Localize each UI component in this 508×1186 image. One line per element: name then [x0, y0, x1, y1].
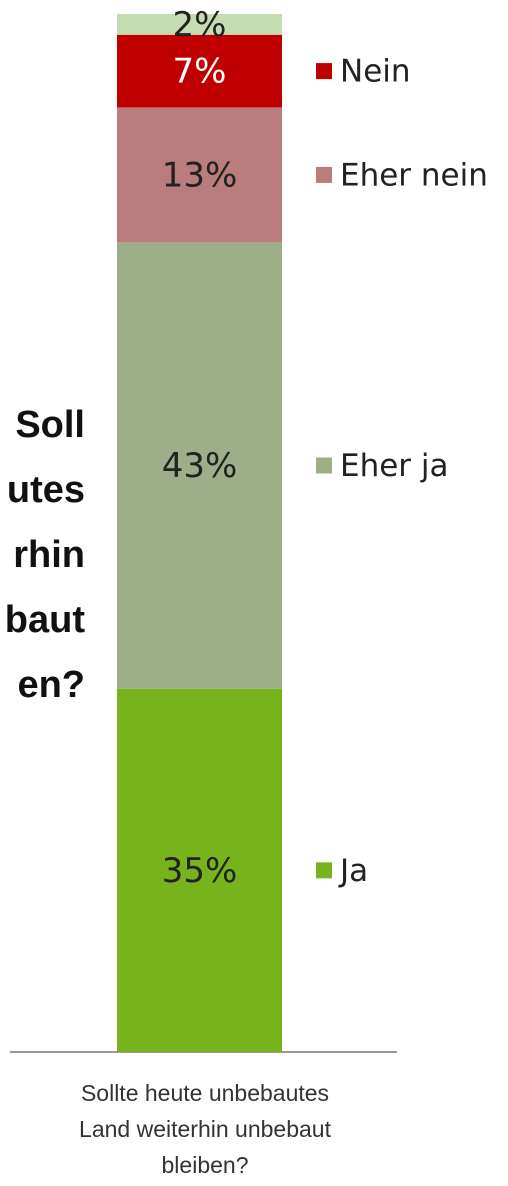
value-label: 7% — [173, 52, 227, 92]
legend-label: Ja — [338, 853, 368, 889]
legend-marker — [316, 63, 332, 80]
legend-marker — [316, 457, 332, 474]
side-text: en? — [17, 664, 85, 706]
value-label: 13% — [162, 155, 238, 195]
legend-label: Eher ja — [340, 448, 449, 484]
bar-segment — [117, 14, 282, 35]
bar-segment — [117, 34, 282, 108]
side-text: baut — [5, 599, 86, 641]
legend-label: Eher nein — [340, 157, 488, 193]
legend-label: Nein — [340, 54, 411, 90]
bar-segment — [117, 107, 282, 243]
legend-marker — [316, 862, 332, 879]
bar-segment — [117, 688, 282, 1052]
side-text: utes — [7, 469, 85, 511]
value-label: 35% — [162, 851, 238, 891]
side-text: Soll — [15, 404, 85, 446]
legend-marker — [316, 166, 332, 183]
bar-segment — [117, 242, 282, 689]
value-label: 2% — [173, 5, 227, 45]
x-tick-label: Sollte heute unbebautes Land weiterhin u… — [79, 1080, 331, 1178]
value-label: 43% — [162, 446, 238, 486]
side-text: rhin — [13, 534, 85, 576]
